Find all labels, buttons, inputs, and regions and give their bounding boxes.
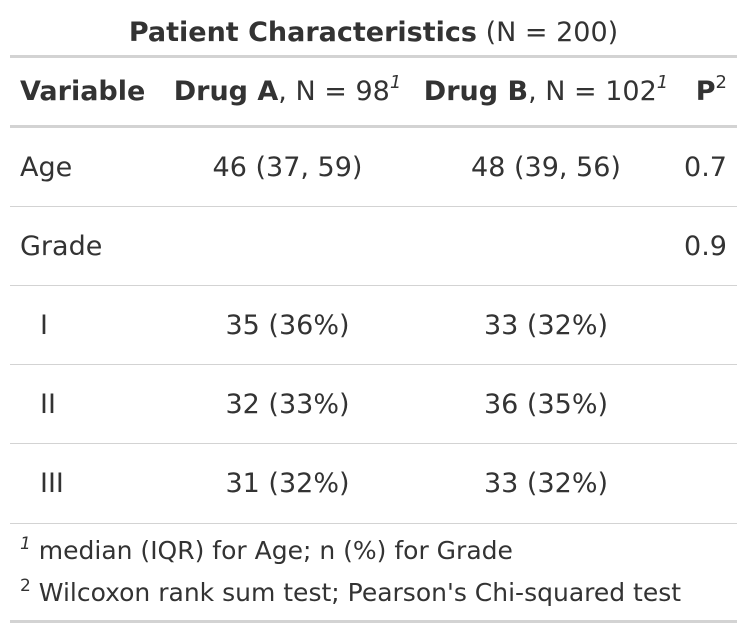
footnote-marker: 1 bbox=[389, 72, 402, 93]
column-header-drug-a: Drug A, N = 981 bbox=[160, 74, 415, 108]
column-header-drug-a-name: Drug A bbox=[173, 76, 279, 107]
row-label: I bbox=[40, 309, 48, 341]
cell-drug-b: 33 (32%) bbox=[483, 309, 609, 341]
column-header-drug-b: Drug B, N = 1021 bbox=[415, 74, 677, 108]
table-row: III 31 (32%) 33 (32%) bbox=[10, 444, 737, 523]
cell-drug-a: 32 (33%) bbox=[225, 388, 350, 420]
row-label: Grade bbox=[20, 230, 103, 262]
cell-drug-a: 46 (37, 59) bbox=[212, 151, 363, 183]
table-row: I 35 (36%) 33 (32%) bbox=[10, 286, 737, 365]
table-row: II 32 (33%) 36 (35%) bbox=[10, 365, 737, 444]
cell-drug-b: 48 (39, 56) bbox=[471, 151, 621, 183]
table-title-count: (N = 200) bbox=[477, 17, 619, 48]
footnote: 1 median (IQR) for Age; n (%) for Grade bbox=[20, 530, 737, 572]
summary-table: Patient Characteristics (N = 200) Variab… bbox=[10, 0, 737, 623]
row-label: Age bbox=[20, 151, 73, 183]
cell-drug-b: 33 (32%) bbox=[483, 468, 609, 499]
column-header-p: P2 bbox=[677, 74, 737, 108]
table-footnotes: 1 median (IQR) for Age; n (%) for Grade … bbox=[10, 523, 737, 623]
cell-drug-a: 31 (32%) bbox=[225, 468, 350, 499]
footnote-marker: 2 bbox=[20, 576, 31, 596]
column-header-variable: Variable bbox=[20, 76, 146, 107]
column-header-drug-b-n: , N = 102 bbox=[528, 76, 657, 107]
footnote-text: Wilcoxon rank sum test; Pearson's Chi-sq… bbox=[30, 578, 682, 607]
table-row: Age 46 (37, 59) 48 (39, 56) 0.7 bbox=[10, 128, 737, 207]
cell-p-value: 0.7 bbox=[684, 151, 727, 183]
footnote-marker: 2 bbox=[715, 72, 727, 93]
table-row: Grade 0.9 bbox=[10, 207, 737, 286]
column-header-p-label: P bbox=[695, 76, 716, 107]
cell-p-value: 0.9 bbox=[684, 230, 727, 262]
row-label: III bbox=[40, 468, 64, 499]
column-header-drug-b-name: Drug B bbox=[423, 76, 529, 107]
row-label: II bbox=[40, 388, 56, 420]
column-header-drug-a-n: , N = 98 bbox=[278, 76, 390, 107]
cell-drug-a: 35 (36%) bbox=[225, 309, 350, 341]
table-title: Patient Characteristics (N = 200) bbox=[10, 0, 737, 58]
footnote-text: median (IQR) for Age; n (%) for Grade bbox=[30, 536, 513, 565]
footnote-marker: 1 bbox=[656, 72, 669, 93]
footnote: 2 Wilcoxon rank sum test; Pearson's Chi-… bbox=[20, 572, 737, 614]
table-title-bold: Patient Characteristics bbox=[128, 17, 477, 48]
footnote-marker: 1 bbox=[20, 534, 31, 554]
cell-drug-b: 36 (35%) bbox=[483, 388, 609, 420]
column-header-row: Variable Drug A, N = 981 Drug B, N = 102… bbox=[10, 58, 737, 128]
